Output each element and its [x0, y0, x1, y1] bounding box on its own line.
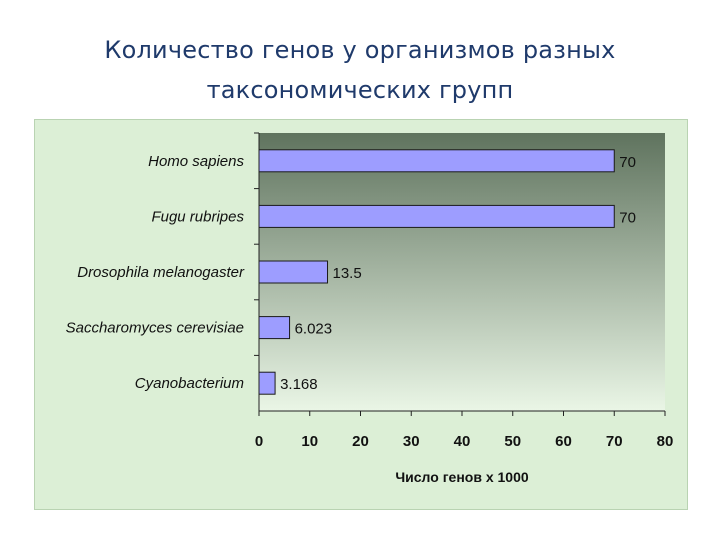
category-label-2: Drosophila melanogaster — [77, 264, 245, 281]
x-tick-label-3: 30 — [403, 433, 420, 450]
value-label-1: 70 — [619, 209, 636, 226]
category-label-1: Fugu rubripes — [151, 208, 244, 225]
category-label-0: Homo sapiens — [148, 153, 244, 170]
value-label-4: 3.168 — [280, 376, 318, 393]
slide-title: Количество генов у организмов разных так… — [60, 30, 660, 110]
x-axis-title: Число генов x 1000 — [395, 469, 529, 485]
x-tick-label-5: 50 — [504, 433, 521, 450]
slide-title-line-1: Количество генов у организмов разных — [104, 36, 616, 64]
x-tick-label-2: 20 — [352, 433, 369, 450]
x-tick-label-4: 40 — [454, 433, 471, 450]
value-label-2: 13.5 — [333, 265, 362, 282]
bar-4 — [258, 371, 276, 395]
slide-title-line-2: таксономических групп — [206, 76, 514, 104]
x-tick-label-7: 70 — [606, 433, 623, 450]
bar-2 — [258, 260, 329, 284]
x-tick-label-6: 60 — [555, 433, 572, 450]
category-label-4: Cyanobacterium — [135, 375, 244, 392]
x-tick-label-8: 80 — [657, 433, 674, 450]
bar-0 — [258, 149, 615, 173]
bar-3 — [258, 316, 291, 340]
value-label-3: 6.023 — [295, 321, 333, 338]
bar-1 — [258, 204, 615, 228]
category-label-3: Saccharomyces cerevisiae — [66, 320, 244, 337]
x-tick-label-0: 0 — [255, 433, 263, 450]
value-label-0: 70 — [619, 154, 636, 171]
x-tick-label-1: 10 — [301, 433, 318, 450]
